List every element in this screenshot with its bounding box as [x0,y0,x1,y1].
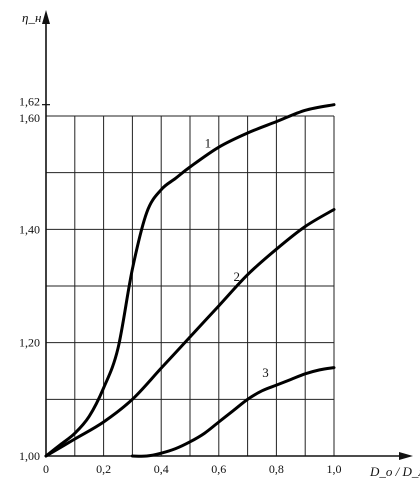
curve-3 [130,366,336,458]
y-tick-label: 1,62 [19,95,40,109]
curve-label-2: 2 [233,269,240,284]
x-tick-label: 0,4 [154,462,169,476]
chart-tick-labels: 0 0,2 0,4 0,6 0,8 1,0 1,00 1,20 1,40 1,60 1,62 [19,95,342,476]
x-tick-label: 1,0 [327,462,342,476]
x-axis-label: D_o / D_м [369,464,420,479]
chart-axes [42,10,413,460]
chart-curve-labels: 1 2 3 [205,136,269,380]
chart-grid [42,104,335,456]
y-tick-label: 1,60 [19,111,40,125]
y-tick-label: 1,40 [19,222,40,236]
y-tick-label: 1,20 [19,336,40,350]
y-tick-label: 1,00 [19,449,40,463]
x-tick-label: 0,6 [211,462,226,476]
y-axis-label: η_н [22,10,41,25]
curve-label-1: 1 [205,136,212,151]
curve-2 [44,208,336,458]
curve-label-3: 3 [262,365,269,380]
curve-1 [44,103,336,458]
x-tick-label: 0,8 [269,462,284,476]
x-axis-arrow [399,452,413,460]
x-tick-label: 0 [43,462,49,476]
y-axis-arrow [42,10,50,24]
chart-curves [44,103,336,458]
x-tick-label: 0,2 [96,462,111,476]
